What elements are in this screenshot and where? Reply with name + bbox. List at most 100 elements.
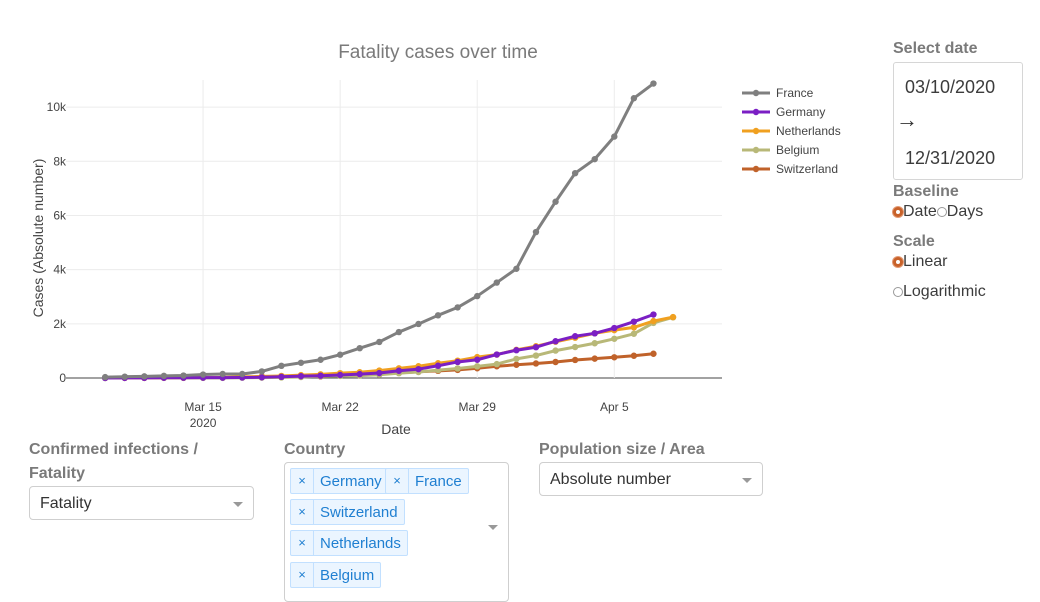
- data-point: [552, 347, 559, 354]
- data-point: [571, 356, 579, 364]
- remove-tag-icon[interactable]: ×: [291, 500, 314, 524]
- x-tick-sublabel: 2020: [190, 416, 217, 430]
- population-label: Population size / Area: [539, 441, 705, 458]
- data-point: [474, 356, 481, 363]
- infections-dropdown[interactable]: Fatality: [29, 486, 254, 520]
- right-panel: Select date 03/10/2020 → 12/31/2020 Base…: [893, 40, 1033, 301]
- legend-marker: [752, 165, 760, 173]
- legend-item-germany: Germany: [742, 105, 825, 119]
- country-tag-germany: × Germany: [290, 468, 389, 494]
- data-point: [591, 355, 598, 362]
- data-point: [278, 362, 285, 370]
- legend-marker: [752, 108, 760, 116]
- series-line: [105, 82, 655, 379]
- remove-tag-icon[interactable]: ×: [291, 563, 314, 587]
- data-point: [571, 343, 579, 351]
- data-point: [434, 362, 442, 369]
- country-tag-label: Netherlands: [320, 534, 401, 552]
- y-tick-label: 0: [59, 371, 66, 385]
- chevron-down-icon[interactable]: [233, 502, 243, 507]
- scale-linear-label[interactable]: Linear: [903, 253, 948, 270]
- data-point: [650, 311, 657, 318]
- data-point: [591, 330, 598, 337]
- select-date-label: Select date: [893, 40, 978, 57]
- remove-tag-icon[interactable]: ×: [291, 531, 314, 555]
- data-point: [180, 372, 187, 379]
- remove-tag-icon[interactable]: ×: [386, 469, 409, 493]
- data-point: [493, 360, 501, 368]
- x-tick-label: Mar 15: [184, 400, 222, 414]
- x-tick-label: Mar 29: [459, 400, 497, 414]
- country-tag-belgium: × Belgium: [290, 562, 382, 588]
- y-tick-label: 2k: [53, 317, 67, 331]
- data-point: [591, 155, 598, 163]
- date-range-picker[interactable]: 03/10/2020 → 12/31/2020: [893, 62, 1023, 180]
- data-point: [395, 367, 403, 374]
- data-point: [571, 169, 579, 177]
- data-point: [493, 279, 501, 286]
- data-point: [317, 372, 324, 379]
- legend-label: France: [776, 86, 814, 100]
- country-tag-label: France: [415, 472, 462, 490]
- baseline-days-radio[interactable]: [936, 207, 947, 217]
- baseline-label: Baseline: [893, 183, 959, 200]
- end-date-input[interactable]: 12/31/2020: [905, 148, 996, 168]
- scale-linear-row[interactable]: Linear: [893, 253, 1033, 271]
- country-multiselect[interactable]: × Germany × France × Switzerland × Nethe…: [284, 462, 509, 602]
- scale-linear-radio[interactable]: [893, 257, 903, 267]
- x-tick-label: Apr 5: [600, 400, 629, 414]
- data-point: [454, 365, 461, 372]
- fatality-chart: Fatality cases over time 0 2k 4k 6k 8k 10k Mar…: [30, 42, 841, 437]
- legend-item-switzerland: Switzerland: [742, 162, 838, 176]
- scale-log-row[interactable]: Logarithmic: [893, 283, 1033, 301]
- legend-marker: [752, 89, 760, 97]
- remove-tag-icon[interactable]: ×: [291, 469, 314, 493]
- data-point: [356, 370, 363, 378]
- chevron-down-icon[interactable]: [488, 525, 498, 530]
- infections-label: Confirmed infections / Fatality: [29, 438, 198, 486]
- baseline-radio-group: Date Days: [893, 203, 1033, 221]
- y-tick-label: 4k: [53, 263, 67, 277]
- scale-log-radio[interactable]: [893, 287, 903, 297]
- infections-label-line1: Confirmed infections /: [29, 441, 198, 458]
- baseline-date-radio[interactable]: [893, 207, 903, 217]
- data-point: [317, 356, 324, 363]
- legend-marker: [752, 127, 760, 135]
- data-point: [376, 369, 383, 377]
- data-point: [571, 333, 579, 340]
- data-point: [513, 265, 520, 272]
- data-point: [630, 324, 638, 331]
- x-axis-title: Date: [381, 421, 411, 437]
- data-point: [239, 370, 246, 378]
- legend-item-france: France: [742, 86, 814, 100]
- baseline-date-label[interactable]: Date: [903, 203, 937, 220]
- population-dropdown[interactable]: Absolute number: [539, 462, 763, 496]
- series-france: [101, 80, 657, 381]
- data-point: [434, 312, 442, 319]
- data-point: [376, 338, 383, 346]
- y-tick-label: 8k: [53, 154, 67, 168]
- data-point: [513, 355, 520, 363]
- data-point: [552, 198, 559, 205]
- data-point: [297, 359, 305, 366]
- start-date-input[interactable]: 03/10/2020: [905, 77, 996, 97]
- chart-title: Fatality cases over time: [338, 42, 538, 63]
- country-tag-label: Germany: [320, 472, 382, 490]
- data-point: [415, 320, 422, 328]
- baseline-days-label[interactable]: Days: [946, 203, 984, 220]
- legend-label: Switzerland: [776, 162, 838, 176]
- scale-log-label[interactable]: Logarithmic: [903, 283, 986, 300]
- data-point: [474, 363, 481, 370]
- data-point: [199, 371, 207, 378]
- population-dropdown-value: Absolute number: [550, 471, 671, 488]
- data-point: [611, 133, 618, 140]
- legend-label: Germany: [776, 105, 825, 119]
- data-point: [532, 352, 540, 359]
- country-tag-label: Belgium: [320, 566, 375, 584]
- data-point: [532, 344, 540, 351]
- data-point: [160, 372, 168, 380]
- data-point: [336, 371, 344, 379]
- chevron-down-icon[interactable]: [742, 478, 752, 483]
- data-point: [101, 373, 109, 381]
- data-point: [630, 352, 638, 359]
